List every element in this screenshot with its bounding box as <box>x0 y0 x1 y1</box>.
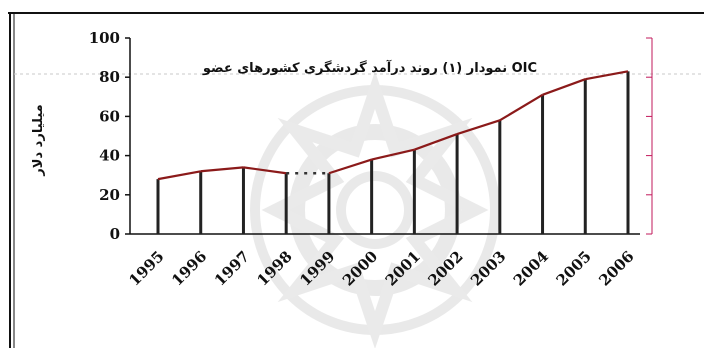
y-tick-label: 80 <box>99 68 120 86</box>
trend-line-segment <box>200 166 244 173</box>
bar <box>583 79 587 234</box>
bar <box>626 71 630 234</box>
chart-title: نمودار (۱) روند درآمد گردشگری کشورهای عض… <box>202 59 537 76</box>
bar <box>370 159 374 234</box>
watermark-emblem-icon <box>250 71 500 348</box>
x-tick-label: 2004 <box>510 247 552 289</box>
y-tick-label: 0 <box>110 225 120 243</box>
bar <box>455 134 459 234</box>
y-tick-label: 100 <box>89 29 120 47</box>
x-tick-label: 1995 <box>125 247 167 289</box>
x-tick-label: 1997 <box>211 247 253 289</box>
trend-line-group <box>157 70 629 181</box>
trend-line-segment <box>243 166 287 175</box>
bar <box>199 171 203 234</box>
bars <box>156 71 630 234</box>
y-axis-ticks: 0 20 40 60 80 100 <box>89 29 652 243</box>
x-tick-label: 2005 <box>553 247 595 289</box>
bar <box>498 120 502 234</box>
trend-line-segment <box>456 119 501 136</box>
trend-line-segment <box>499 93 544 122</box>
bar <box>156 179 160 234</box>
trend-line-segment <box>585 70 629 81</box>
y-tick-label: 60 <box>99 107 120 125</box>
trend-line-segment <box>413 133 458 151</box>
trend-line-segment <box>328 158 372 175</box>
trend-line-segment <box>157 170 201 181</box>
trend-line-segment <box>542 78 586 96</box>
bar <box>412 149 416 234</box>
bar <box>327 173 331 234</box>
x-tick-label: 1996 <box>168 247 210 289</box>
bar <box>541 94 545 234</box>
bar <box>284 173 288 234</box>
y-axis-label: میلیارد دلار <box>31 104 46 176</box>
bar <box>241 167 245 234</box>
trend-line-segment <box>371 148 415 161</box>
y-tick-label: 20 <box>99 186 120 204</box>
x-tick-label: 2006 <box>595 247 637 289</box>
y-tick-label: 40 <box>99 147 120 165</box>
